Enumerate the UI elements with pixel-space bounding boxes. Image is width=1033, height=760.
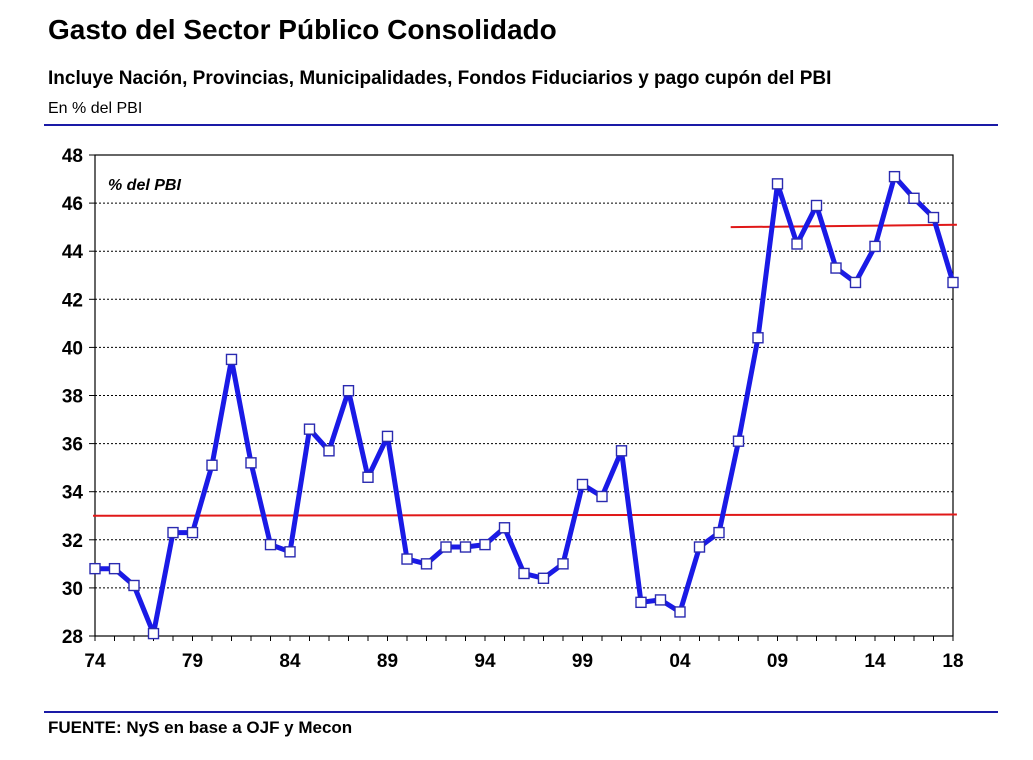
data-point <box>381 430 394 443</box>
x-tick-label: 14 <box>864 651 886 672</box>
data-point <box>186 526 199 539</box>
data-point <box>264 538 277 551</box>
x-tick-label: 74 <box>84 651 106 672</box>
data-point <box>713 526 725 539</box>
y-tick-label: 34 <box>62 483 84 504</box>
line-chart: 28 30 32 34 36 38 40 42 44 46 48 74 79 84 89 94 99 04 09 1… <box>62 146 964 672</box>
series-line <box>95 174 956 637</box>
y-tick-label: 46 <box>62 194 83 215</box>
x-tick-label: 99 <box>572 651 593 672</box>
x-tick-label: 09 <box>767 651 788 672</box>
data-point <box>635 596 647 609</box>
y-tick-label: 32 <box>62 531 83 552</box>
data-point <box>245 457 257 469</box>
data-point <box>401 553 413 565</box>
grid-lines <box>95 202 953 589</box>
x-tick-label: 89 <box>377 651 398 672</box>
y-tick-label: 44 <box>62 242 84 263</box>
data-point <box>479 538 491 551</box>
data-point <box>830 262 842 274</box>
y-tick-label: 36 <box>62 435 83 456</box>
data-point <box>596 490 608 503</box>
data-point <box>654 594 667 606</box>
data-point <box>225 353 238 366</box>
data-point <box>576 478 589 491</box>
chart-subtitle: Incluye Nación, Provincias, Municipalida… <box>48 68 832 89</box>
x-tick-label: 79 <box>182 651 203 672</box>
top-divider <box>44 124 998 126</box>
data-point <box>108 562 121 575</box>
data-point <box>420 558 433 570</box>
y-tick-label: 38 <box>62 387 83 408</box>
data-point <box>674 606 686 618</box>
average-lines <box>93 223 957 517</box>
data-point <box>206 459 218 471</box>
data-point <box>615 445 628 457</box>
data-point <box>89 562 101 575</box>
x-tick-label: 18 <box>942 651 963 672</box>
x-tick-label: 94 <box>474 651 496 672</box>
chart-title: Gasto del Sector Público Consolidado <box>48 14 557 45</box>
data-point <box>752 332 764 344</box>
data-point <box>947 276 959 289</box>
y-tick-label: 42 <box>62 290 83 311</box>
data-point <box>849 276 862 289</box>
data-point <box>128 579 140 592</box>
data-point <box>459 541 472 553</box>
unit-label: En % del PBI <box>48 100 143 117</box>
y-tick-label: 30 <box>62 579 83 600</box>
data-point <box>888 170 901 183</box>
data-point <box>537 572 550 584</box>
average-line <box>93 513 957 517</box>
y-axis-ticks: 28 30 32 34 36 38 40 42 44 46 48 <box>62 146 95 648</box>
bottom-divider <box>44 711 998 713</box>
data-point <box>732 435 745 447</box>
data-point <box>908 192 920 204</box>
data-point <box>791 238 803 250</box>
data-point <box>284 546 296 558</box>
average-line <box>730 223 957 229</box>
data-point <box>557 558 569 570</box>
series-markers <box>89 170 959 640</box>
data-point <box>440 541 452 553</box>
y-tick-label: 48 <box>62 146 83 167</box>
data-point <box>147 627 160 640</box>
data-point <box>362 471 374 483</box>
data-point <box>323 445 335 457</box>
x-tick-label: 84 <box>279 651 301 672</box>
plot-area <box>94 154 954 637</box>
data-point <box>693 541 706 553</box>
plot-annotation: % del PBI <box>108 177 181 194</box>
data-point <box>810 199 823 212</box>
source-note: FUENTE: NyS en base a OJF y Mecon <box>48 718 353 737</box>
data-point <box>927 211 940 224</box>
data-point <box>869 240 881 253</box>
series-line-path <box>95 174 956 637</box>
y-tick-label: 28 <box>62 627 83 648</box>
data-point <box>771 178 784 190</box>
data-point <box>518 567 530 580</box>
x-tick-label: 04 <box>669 651 691 672</box>
data-point <box>167 526 179 539</box>
data-point <box>342 384 355 397</box>
x-axis-ticks: 74 79 84 89 94 99 04 09 14 18 <box>84 636 964 672</box>
y-tick-label: 40 <box>62 338 83 359</box>
data-point <box>498 522 511 534</box>
data-point <box>303 423 316 435</box>
